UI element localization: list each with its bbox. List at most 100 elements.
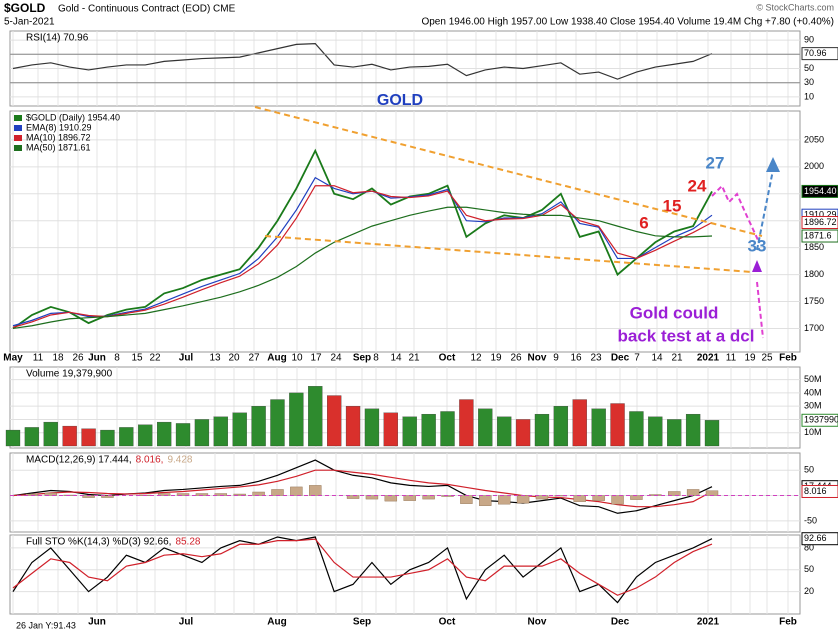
x-tick-label: Jul	[179, 617, 194, 628]
y-tick-label: 1850	[804, 242, 824, 252]
legend-entry: Volume 19,379,900	[26, 369, 113, 380]
annotation: back test at a dcl	[617, 326, 754, 345]
quote: Open 1946.00 High 1957.00 Low 1938.40 Cl…	[421, 17, 834, 28]
x-tick-label: Jun	[88, 353, 106, 364]
volume-bar	[648, 416, 663, 447]
x-tick-label: 9	[553, 353, 559, 364]
credit: © StockCharts.com	[756, 2, 834, 12]
y-tick-label: 50M	[804, 374, 822, 384]
volume-bar	[459, 399, 474, 447]
legend-entry: 8.016,	[136, 455, 164, 466]
y-tick-label: 10M	[804, 427, 822, 437]
x-tick-label: 21	[408, 353, 420, 364]
chart-title: GOLD	[377, 92, 423, 109]
y-tick-label: 20	[804, 586, 814, 596]
x-tick-label: Sep	[353, 353, 371, 364]
legend-swatch	[14, 125, 22, 131]
volume-bar	[497, 416, 512, 447]
value-tag-label: 19379900	[804, 415, 838, 425]
volume-bar	[440, 411, 455, 447]
date: 5-Jan-2021	[4, 17, 55, 28]
annotation: Gold could	[630, 303, 719, 322]
value-tag-label: 1896.72	[804, 217, 837, 227]
volume-bar	[591, 408, 606, 447]
x-tick-label: 7	[634, 353, 640, 364]
x-tick-label: Nov	[528, 617, 547, 628]
y-tick-label: 50	[804, 564, 814, 574]
volume-bar	[289, 392, 304, 447]
volume-bar	[43, 421, 58, 447]
value-tag-label: 1910.29	[804, 210, 837, 220]
volume-bar	[345, 406, 361, 447]
volume-bar	[667, 419, 682, 447]
x-tick-label: Dec	[611, 353, 630, 364]
volume-bar	[478, 408, 493, 447]
volume-bar	[62, 425, 77, 447]
histogram-bar	[271, 489, 284, 496]
volume-bar	[119, 427, 134, 447]
y-tick-label: 1700	[804, 323, 824, 333]
histogram-bar	[233, 493, 246, 496]
x-tick-label: 14	[651, 353, 663, 364]
x-tick-label: Feb	[779, 353, 797, 364]
value-tag	[801, 413, 838, 427]
histogram-bar	[611, 495, 624, 505]
volume-bar	[156, 421, 172, 447]
histogram-bar	[705, 490, 719, 496]
y-tick-label: 10	[804, 91, 814, 101]
value-tag-label: 92.66	[804, 533, 827, 543]
volume-bar	[629, 411, 644, 447]
x-tick-label: 11	[726, 353, 737, 364]
annotation: 24	[688, 176, 707, 195]
x-tick-label: 14	[390, 353, 402, 364]
histogram-bar	[516, 495, 530, 504]
volume-bar	[194, 419, 210, 447]
volume-bar	[270, 399, 285, 447]
x-tick-label: 8	[114, 353, 120, 364]
volume-bar	[213, 416, 228, 447]
value-tag	[801, 484, 838, 498]
volume-bar	[704, 420, 720, 447]
y-tick-label: 30M	[804, 401, 822, 411]
volume-bar	[327, 395, 342, 447]
volume-bar	[515, 419, 531, 447]
x-tick-label: 22	[149, 353, 161, 364]
histogram-bar	[403, 495, 416, 501]
value-tag-label: 70.96	[804, 48, 827, 58]
x-tick-label: 16	[570, 353, 582, 364]
x-tick-label: Sep	[353, 617, 371, 628]
x-tick-label: 26	[510, 353, 522, 364]
volume-bar	[610, 403, 625, 447]
x-tick-label: 15	[131, 353, 143, 364]
value-tag-label: 1954.40	[804, 186, 837, 196]
value-tag	[801, 184, 838, 198]
x-tick-label: 23	[590, 353, 602, 364]
volume-bar	[308, 386, 323, 447]
legend-entry: MA(50) 1871.61	[26, 142, 91, 152]
x-tick-label: 19	[744, 353, 756, 364]
volume-bar	[534, 413, 550, 447]
series-line	[12, 469, 713, 508]
legend-swatch	[14, 145, 22, 151]
volume-bar	[685, 413, 701, 447]
legend-entry: 85.28	[175, 537, 200, 548]
value-tag	[801, 215, 838, 229]
x-tick-label: 18	[52, 353, 64, 364]
x-tick-label: 21	[671, 353, 683, 364]
x-tick-label: Aug	[267, 617, 286, 628]
histogram-bar	[686, 489, 700, 496]
volume-bar	[138, 424, 153, 447]
volume-bar	[383, 412, 398, 447]
histogram-bar	[592, 495, 605, 501]
series-line	[12, 536, 713, 604]
x-tick-label: 2021	[697, 617, 720, 628]
legend-entry: RSI(14) 70.96	[26, 33, 89, 44]
histogram-bar	[479, 495, 492, 506]
histogram-bar	[290, 486, 303, 496]
x-tick-label: 26	[72, 353, 84, 364]
legend-entry: $GOLD (Daily) 1954.40	[26, 112, 120, 122]
x-tick-label: 19	[490, 353, 502, 364]
y-tick-label: 1800	[804, 269, 824, 279]
histogram-bar	[422, 495, 435, 500]
volume-bar	[251, 406, 266, 447]
